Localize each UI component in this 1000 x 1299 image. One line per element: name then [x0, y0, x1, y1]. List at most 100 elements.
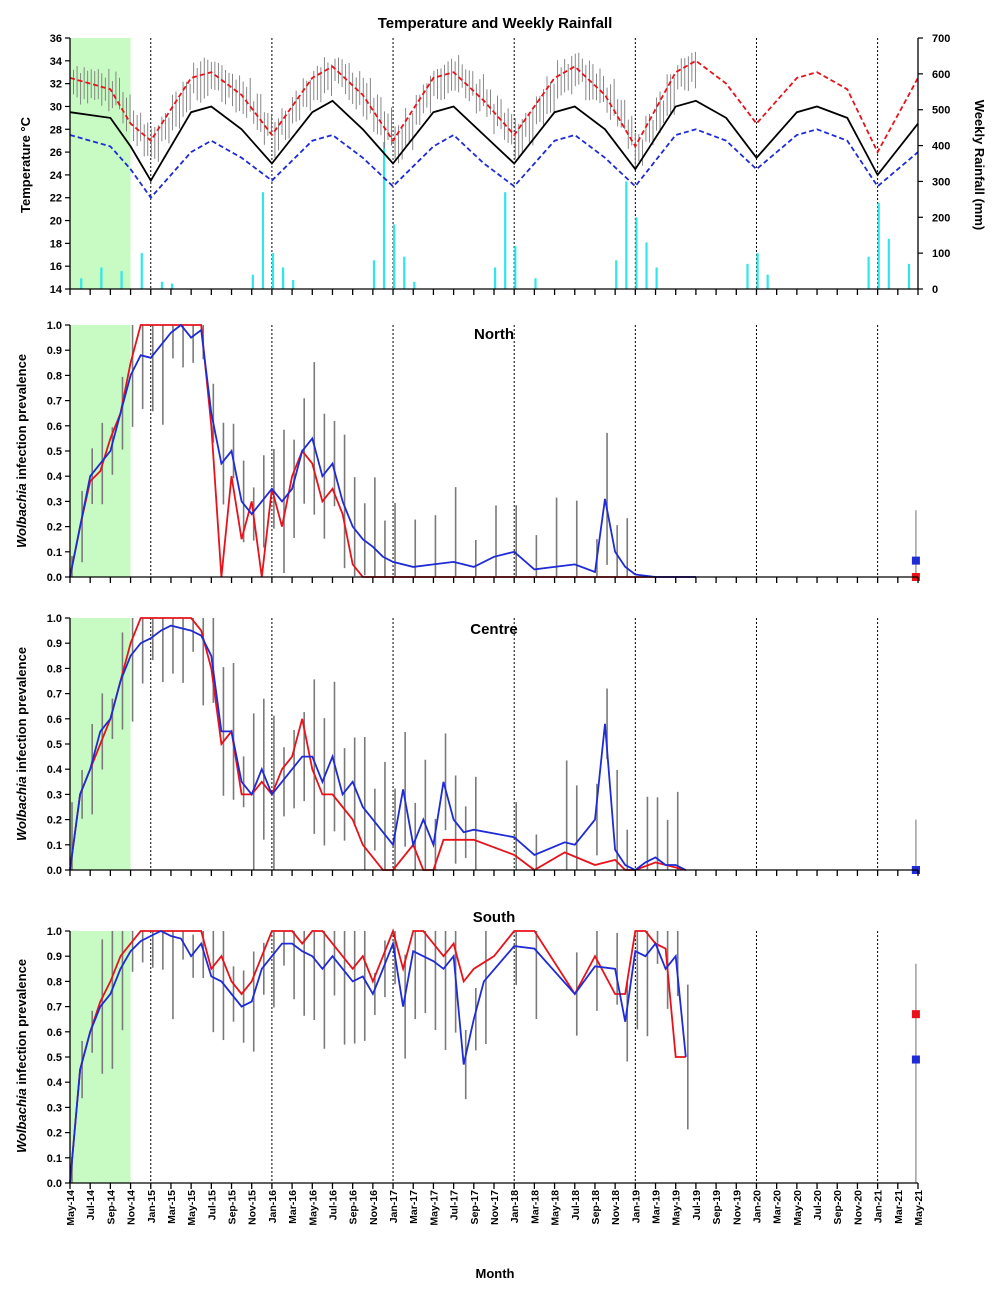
x-tick-label-Sep-17: Sep-17 [469, 1190, 481, 1225]
x-tick-label-Jul-17: Jul-17 [449, 1190, 461, 1221]
x-tick-label-Mar-15: Mar-15 [166, 1190, 178, 1224]
rainfall-bar-2018-11 [615, 260, 618, 289]
x-tick-label-Jan-17: Jan-17 [388, 1190, 400, 1223]
rainfall-bar-2015-03 [170, 283, 174, 289]
centre-prevalence-panel: 0.0 0.1 0.2 0.3 0.4 0.5 0.6 0.7 0.8 0.9 1.0 [47, 613, 920, 877]
y-tick-label-0.4: 0.4 [47, 1077, 63, 1089]
x-tick-label-May-21: May-21 [913, 1190, 925, 1226]
final-point-0 [911, 556, 920, 565]
y-tick-label-0.1: 0.1 [47, 1153, 62, 1165]
x-tick-label-May-20: May-20 [792, 1190, 804, 1226]
rainfall-bar-2018-03 [534, 278, 537, 289]
final-point-1 [911, 1055, 920, 1064]
x-tick-label-Jul-14: Jul-14 [85, 1190, 97, 1221]
x-tick-label-Sep-20: Sep-20 [832, 1190, 844, 1225]
y-axis-label-south: Wolbachia infection prevalence [14, 959, 29, 1153]
temperature-rainfall-panel: 0 100 200 300 400 500 600 700 14 16 18 20 22 24 26 28 30… [50, 33, 951, 296]
y2-tick-label-500: 500 [932, 105, 950, 117]
panel-title-temperature: Temperature and Weekly Rainfall [378, 15, 613, 32]
y-tick-label-0.5: 0.5 [47, 446, 62, 458]
x-tick-label-Jul-18: Jul-18 [570, 1190, 582, 1221]
y-tick-label-0.8: 0.8 [47, 370, 62, 382]
y-tick-label-24: 24 [50, 170, 63, 182]
rainfall-bar-2016-02 [282, 267, 285, 289]
x-tick-label-Nov-18: Nov-18 [610, 1190, 622, 1225]
prevalence-line-blue [69, 624, 687, 872]
rainfall-bar-2015-02 [160, 281, 164, 289]
x-tick-label-Sep-16: Sep-16 [348, 1190, 360, 1225]
y-tick-label-30: 30 [50, 101, 62, 113]
rainfall-bar-2016-03 [292, 280, 295, 289]
series-line-mean [69, 99, 919, 183]
x-tick-label-Jan-20: Jan-20 [751, 1190, 763, 1223]
rainfall-bar-2017-03 [413, 281, 416, 289]
y-tick-label-0.9: 0.9 [47, 638, 62, 650]
y-tick-label-0.7: 0.7 [47, 1002, 62, 1014]
x-tick-label-Mar-19: Mar-19 [651, 1190, 663, 1224]
y-tick-label-0.1: 0.1 [47, 547, 62, 559]
y-axis-label-temperature: Temperature °C [18, 116, 33, 213]
y-tick-label-0.4: 0.4 [47, 471, 63, 483]
final-point-0 [911, 1010, 920, 1019]
y-tick-label-28: 28 [50, 124, 62, 136]
release-period-shading [70, 931, 131, 1183]
y2-tick-label-0: 0 [932, 284, 938, 296]
x-tick-label-Jul-15: Jul-15 [206, 1190, 218, 1221]
y-tick-label-1: 1.0 [47, 926, 62, 938]
rainfall-bar-2016-12 [382, 141, 386, 289]
x-tick-label-Jan-15: Jan-15 [146, 1190, 158, 1223]
rainfall-bar-2014-08 [100, 267, 103, 289]
rainfall-bar-2015-11 [251, 274, 254, 289]
y2-tick-label-700: 700 [932, 33, 950, 45]
y-tick-label-32: 32 [50, 79, 62, 91]
x-tick-label-Jul-19: Jul-19 [691, 1190, 703, 1221]
y-tick-label-0.7: 0.7 [47, 689, 62, 701]
y-tick-label-0.1: 0.1 [47, 840, 62, 852]
y-tick-label-34: 34 [50, 56, 63, 68]
x-tick-label-Sep-18: Sep-18 [590, 1190, 602, 1225]
rainfall-bar-2014-06 [80, 278, 83, 289]
y2-tick-label-600: 600 [932, 69, 950, 81]
y-tick-label-1: 1.0 [47, 613, 62, 625]
release-period-shading [70, 325, 131, 577]
x-tick-label-Mar-21: Mar-21 [893, 1190, 905, 1224]
x-tick-label-Mar-16: Mar-16 [287, 1190, 299, 1224]
rainfall-bar-2021-02 [887, 238, 890, 289]
x-tick-label-May-18: May-18 [550, 1190, 562, 1226]
x-tick-label-Jan-21: Jan-21 [873, 1190, 885, 1223]
rainfall-bar-2017-01 [393, 224, 396, 289]
y-tick-label-0.2: 0.2 [47, 1128, 62, 1140]
x-tick-label-Nov-19: Nov-19 [731, 1190, 743, 1225]
x-tick-label-Jan-16: Jan-16 [267, 1190, 279, 1223]
y-tick-label-0.3: 0.3 [47, 789, 62, 801]
y-tick-label-16: 16 [50, 261, 62, 273]
y2-tick-label-200: 200 [932, 212, 950, 224]
x-tick-label-Sep-14: Sep-14 [105, 1190, 117, 1225]
rainfall-bar-2020-01 [756, 253, 759, 289]
panel-title-north: North [474, 326, 514, 343]
x-tick-label-Nov-20: Nov-20 [852, 1190, 864, 1225]
x-tick-label-Jul-16: Jul-16 [327, 1190, 339, 1221]
rainfall-bar-2015-12 [261, 192, 265, 289]
x-tick-label-Mar-20: Mar-20 [772, 1190, 784, 1224]
rainfall-bar-2021-04 [907, 263, 911, 289]
rainfall-bar-2020-12 [867, 256, 870, 289]
rainfall-bar-2019-02 [645, 242, 648, 289]
y-tick-label-0.5: 0.5 [47, 1052, 62, 1064]
y-tick-label-22: 22 [50, 193, 62, 205]
prevalence-line-red [69, 617, 687, 872]
x-tick-label-Nov-14: Nov-14 [126, 1190, 138, 1225]
y-tick-label-0: 0.0 [47, 1178, 62, 1190]
y-tick-label-0.8: 0.8 [47, 976, 62, 988]
y-axis-label-south-rest: infection prevalence [14, 959, 29, 1088]
y-tick-label-26: 26 [50, 147, 62, 159]
south-prevalence-panel: 0.0 0.1 0.2 0.3 0.4 0.5 0.6 0.7 0.8 0.9 1.0 [47, 926, 920, 1190]
y2-tick-label-300: 300 [932, 176, 950, 188]
x-tick-label-Nov-15: Nov-15 [247, 1190, 259, 1225]
y-tick-label-0.3: 0.3 [47, 1102, 62, 1114]
rainfall-bar-2018-12 [625, 181, 628, 289]
panel-title-centre: Centre [470, 621, 518, 638]
x-tick-label-Mar-17: Mar-17 [408, 1190, 420, 1224]
y-tick-label-0.5: 0.5 [47, 739, 62, 751]
